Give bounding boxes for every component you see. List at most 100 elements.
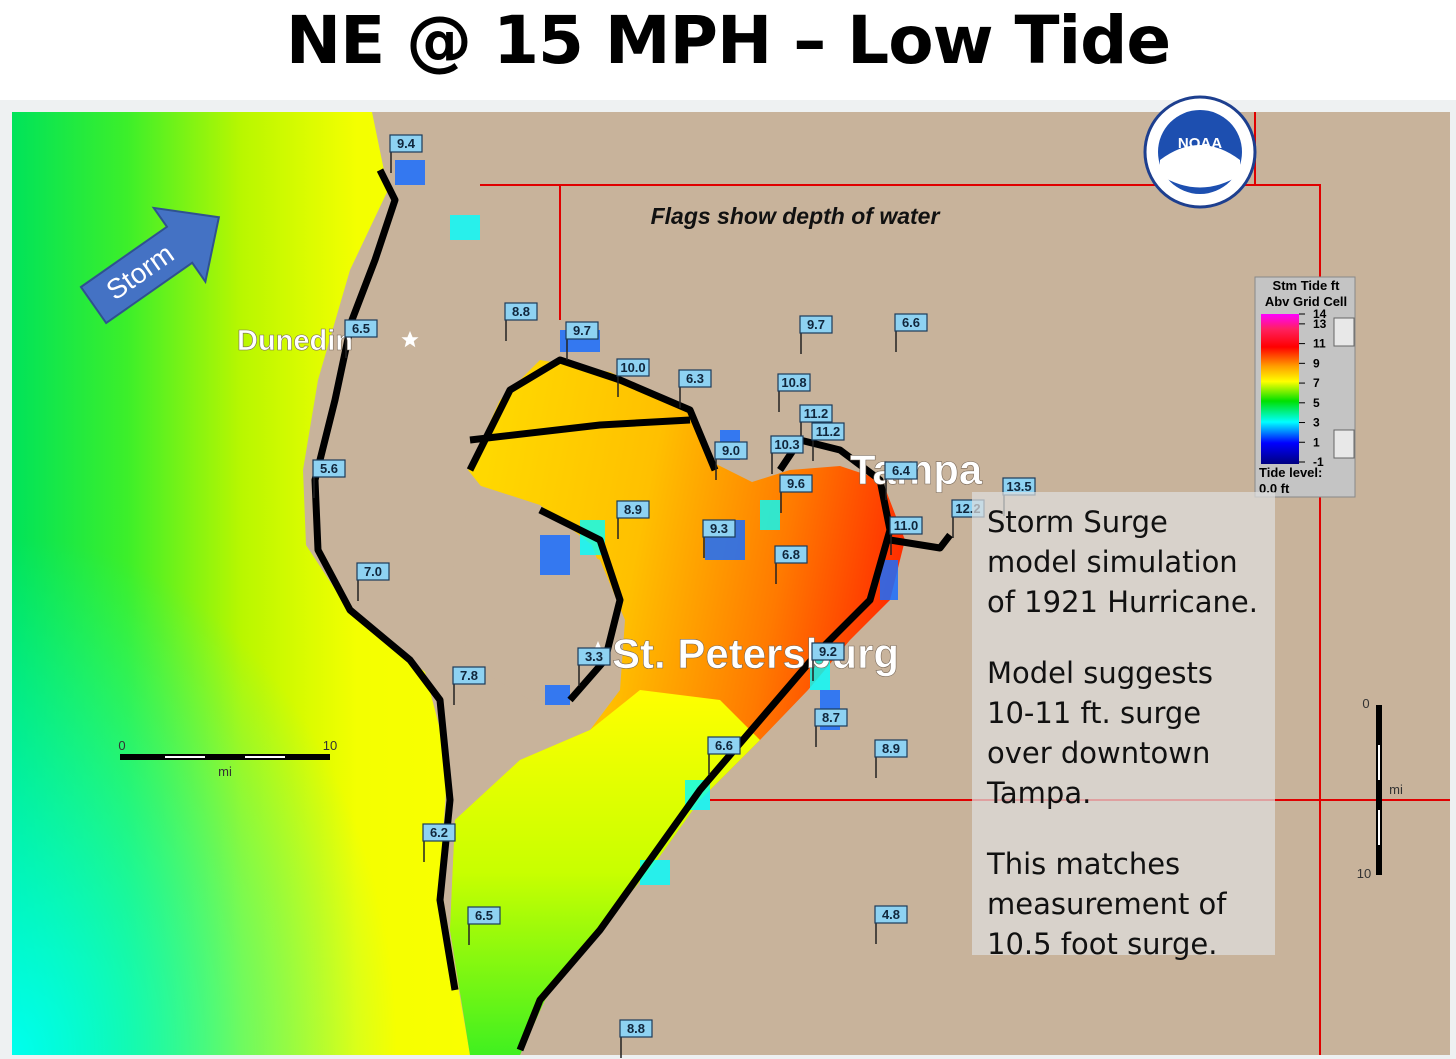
land — [450, 485, 612, 705]
depth-flag: 6.4 — [884, 461, 918, 500]
depth-flag: 7.8 — [452, 666, 486, 705]
depth-flag: 9.2 — [811, 642, 845, 681]
flag-box — [799, 315, 833, 334]
legend-spinner — [1333, 317, 1355, 347]
legend-tick-label: -1 — [1313, 455, 1324, 469]
flag-box — [889, 516, 923, 535]
depth-flag: 11.0 — [889, 516, 923, 555]
depth-flag: 9.4 — [389, 134, 423, 173]
scale-label: 0 — [118, 738, 125, 753]
depth-flag: 8.9 — [874, 739, 908, 778]
flag-box — [811, 642, 845, 661]
flag-label: 6.5 — [352, 321, 370, 336]
flag-label: 11.2 — [816, 424, 841, 439]
scale-label: 10 — [1357, 866, 1371, 881]
flag-label: 10.3 — [774, 437, 799, 452]
map-caption: Flags show depth of water — [651, 203, 941, 229]
depth-flag: 6.3 — [678, 369, 712, 408]
legend-tick-label: 9 — [1313, 356, 1320, 370]
flag-label: 7.8 — [460, 668, 478, 683]
flag-box — [422, 823, 456, 842]
note-box: Storm Surge model simulation of 1921 Hur… — [972, 492, 1275, 961]
flag-label: 9.3 — [710, 521, 728, 536]
flag-box — [814, 708, 848, 727]
legend-tick-label: 5 — [1313, 396, 1320, 410]
legend-title: Stm Tide ft — [1273, 278, 1341, 293]
flag-label: 9.2 — [819, 644, 837, 659]
flag-label: 4.8 — [882, 907, 900, 922]
depth-flag: 6.5 — [467, 906, 501, 945]
depth-flag: 9.7 — [799, 315, 833, 354]
flag-label: 6.4 — [892, 463, 911, 478]
slide-title: NE @ 15 MPH – Low Tide — [285, 2, 1171, 79]
flag-label: 8.9 — [882, 741, 900, 756]
flag-label: 9.7 — [573, 323, 591, 338]
legend-tick-label: 7 — [1313, 376, 1320, 390]
flag-label: 9.7 — [807, 317, 825, 332]
flag-box — [874, 739, 908, 758]
scale-bar: 0 10 mi — [1357, 696, 1403, 881]
flag-label: 6.5 — [475, 908, 493, 923]
depth-flag: 9.0 — [714, 441, 748, 480]
depth-flag: 11.2 — [811, 422, 845, 461]
legend-tick-label: 1 — [1313, 435, 1320, 449]
flag-box — [779, 474, 813, 493]
flag-label: 8.8 — [512, 304, 530, 319]
depth-flag: 6.5 — [344, 319, 378, 358]
flag-label: 10.0 — [620, 360, 645, 375]
depth-flag: 7.0 — [356, 562, 390, 601]
depth-flag: 10.3 — [770, 435, 804, 474]
flag-label: 6.6 — [715, 738, 733, 753]
flag-box — [874, 905, 908, 924]
flag-box — [467, 906, 501, 925]
flag-box — [616, 500, 650, 519]
flag-label: 5.6 — [320, 461, 338, 476]
depth-flag: 9.7 — [565, 321, 599, 360]
flag-label: 6.8 — [782, 547, 800, 562]
flag-box — [577, 647, 611, 666]
scale-unit: mi — [1389, 782, 1403, 797]
depth-flag: 4.8 — [874, 905, 908, 944]
flag-box — [504, 302, 538, 321]
scale-bar: 0 10 mi — [118, 738, 337, 779]
depth-flag: 10.0 — [616, 358, 650, 397]
flag-box — [799, 404, 833, 423]
depth-flag: 11.2 — [799, 404, 833, 443]
flag-label: 11.0 — [894, 518, 919, 533]
flag-label: 8.8 — [627, 1021, 645, 1036]
depth-flag: 9.3 — [702, 519, 736, 558]
flag-box — [702, 519, 736, 538]
legend-title: Abv Grid Cell — [1265, 294, 1347, 309]
tide-level-label: Tide level: — [1259, 465, 1322, 480]
scale-unit: mi — [218, 764, 232, 779]
legend-tick-label: 13 — [1313, 317, 1327, 331]
flag-box — [616, 358, 650, 377]
flag-box — [774, 545, 808, 564]
flag-label: 13.5 — [1006, 479, 1031, 494]
noaa-logo: NOAA — [1143, 95, 1257, 209]
depth-flag: 9.6 — [779, 474, 813, 513]
depth-flag: 10.8 — [777, 373, 811, 412]
flag-box — [777, 373, 811, 392]
flag-box — [707, 736, 741, 755]
legend-tick-label: 14 — [1313, 307, 1327, 321]
depth-flag: 8.8 — [619, 1019, 653, 1058]
depth-flag: 8.7 — [814, 708, 848, 747]
depth-flag: 6.2 — [422, 823, 456, 862]
flag-box — [678, 369, 712, 388]
flag-box — [894, 313, 928, 332]
flag-label: 11.2 — [804, 406, 829, 421]
flag-box — [714, 441, 748, 460]
flag-label: 10.8 — [781, 375, 806, 390]
city-label: Dunedin — [237, 325, 353, 357]
legend-colorbar — [1261, 314, 1299, 464]
scale-label: 0 — [1362, 696, 1369, 711]
flag-label: 9.6 — [787, 476, 805, 491]
flag-label: 9.0 — [722, 443, 740, 458]
depth-flag: 13.5 — [1002, 477, 1036, 516]
depth-flag: 3.3 — [577, 647, 611, 686]
depth-flag: 5.6 — [312, 459, 346, 498]
flag-label: 6.6 — [902, 315, 920, 330]
flag-box — [619, 1019, 653, 1038]
